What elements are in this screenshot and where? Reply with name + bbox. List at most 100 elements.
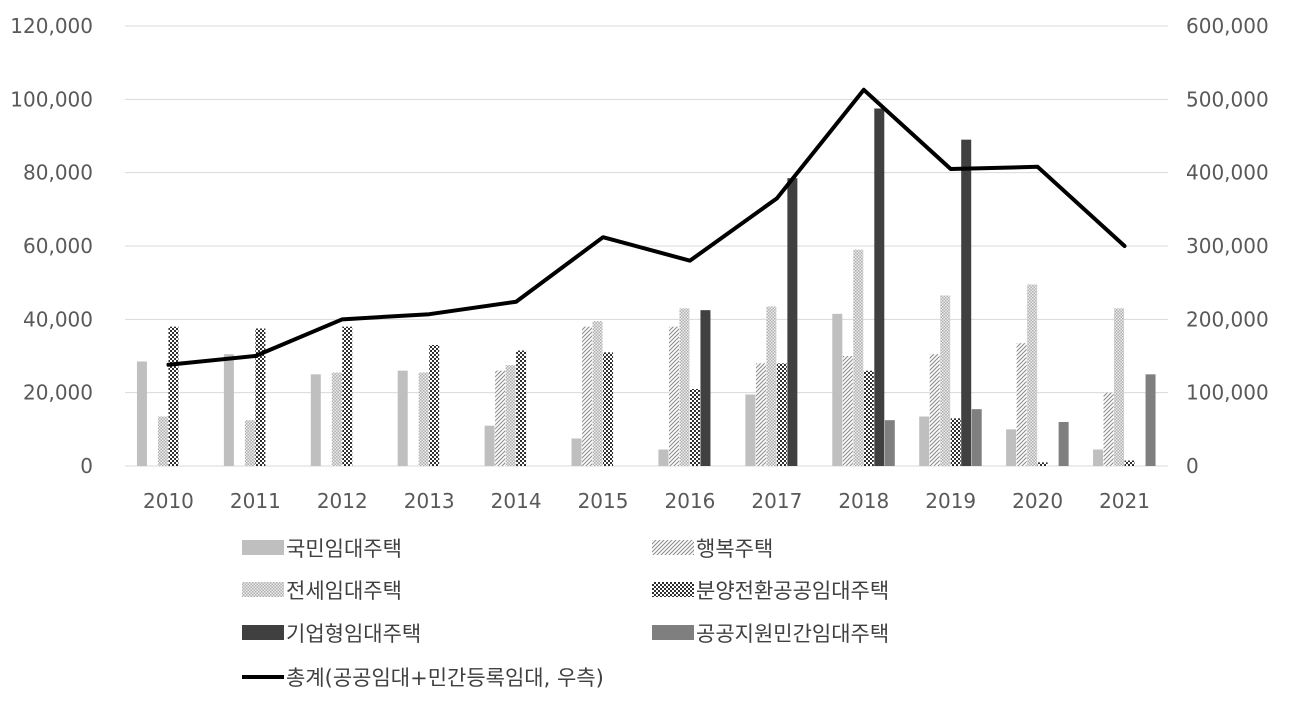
- right-tick-label: 500,000: [1186, 87, 1269, 111]
- left-tick-label: 100,000: [10, 87, 93, 111]
- x-tick-label: 2016: [665, 489, 716, 513]
- bar: [863, 370, 874, 466]
- bar: [776, 363, 787, 466]
- legend-label: 국민임대주택: [286, 537, 402, 561]
- legend-label: 행복주택: [696, 537, 773, 561]
- bar: [919, 416, 930, 466]
- bar: [658, 449, 669, 466]
- bar: [1027, 284, 1038, 466]
- bar: [582, 326, 593, 466]
- bar: [745, 394, 756, 466]
- left-axis-ticks: 0 20,000 40,000 60,000 80,000 100,000 120,000: [10, 14, 93, 478]
- bar: [679, 308, 690, 466]
- bar: [971, 409, 982, 466]
- bar: [397, 370, 408, 466]
- bar: [874, 108, 885, 466]
- x-axis-ticks: 2010 2011 2012 2013 2014 2015 2016 2017 2018 2019…: [143, 489, 1150, 513]
- left-tick-label: 40,000: [23, 307, 93, 331]
- legend-label: 공공지원민간임대주택: [696, 622, 889, 646]
- right-tick-label: 0: [1186, 454, 1199, 478]
- bar: [1145, 374, 1156, 466]
- x-tick-label: 2010: [143, 489, 194, 513]
- x-tick-label: 2015: [578, 489, 629, 513]
- legend-swatch: [242, 540, 284, 555]
- bar: [700, 310, 711, 466]
- left-tick-label: 80,000: [23, 161, 93, 185]
- bar: [1006, 429, 1017, 466]
- bars-group: [136, 108, 1156, 466]
- bar: [418, 372, 429, 466]
- bar: [940, 295, 951, 466]
- legend-label: 전세임대주택: [286, 579, 402, 603]
- legend-swatch: [652, 625, 694, 640]
- total-line-group: [166, 87, 1127, 367]
- bar: [310, 374, 321, 466]
- bar: [961, 139, 972, 466]
- bar: [787, 178, 798, 466]
- bar: [1058, 422, 1069, 466]
- bar: [853, 249, 864, 466]
- bar: [1124, 460, 1135, 466]
- bar: [255, 328, 266, 466]
- bar: [592, 321, 603, 466]
- right-tick-label: 200,000: [1186, 307, 1269, 331]
- bar: [331, 372, 342, 466]
- x-tick-label: 2020: [1012, 489, 1063, 513]
- legend-swatch: [652, 540, 694, 555]
- right-tick-label: 600,000: [1186, 14, 1269, 38]
- x-tick-label: 2013: [404, 489, 455, 513]
- bar: [244, 420, 255, 466]
- bar: [223, 354, 234, 466]
- bar: [884, 420, 895, 466]
- x-tick-label: 2019: [925, 489, 976, 513]
- gridlines: [125, 25, 1168, 467]
- legend-label: 기업형임대주택: [286, 622, 421, 646]
- legend-swatch: [242, 625, 284, 640]
- right-tick-label: 100,000: [1186, 381, 1269, 405]
- bar: [1114, 308, 1125, 466]
- bar: [603, 352, 614, 466]
- bar: [842, 356, 853, 466]
- right-axis-ticks: 0 100,000 200,000 300,000 400,000 500,000 600,…: [1186, 14, 1269, 478]
- left-tick-label: 60,000: [23, 234, 93, 258]
- bar: [668, 326, 679, 466]
- legend-label: 총계(공공임대+민간등록임대, 우측): [286, 666, 604, 690]
- legend-label: 분양전환공공임대주택: [696, 579, 889, 603]
- right-tick-label: 300,000: [1186, 234, 1269, 258]
- x-tick-label: 2011: [230, 489, 281, 513]
- bar: [1093, 449, 1104, 466]
- left-tick-label: 0: [80, 454, 93, 478]
- bar: [929, 354, 940, 466]
- bar: [950, 418, 961, 466]
- x-tick-label: 2018: [838, 489, 889, 513]
- series-line: [166, 87, 1127, 367]
- bar: [505, 365, 516, 466]
- bar: [755, 363, 766, 466]
- bar: [832, 313, 843, 466]
- bar: [429, 345, 440, 466]
- x-tick-label: 2012: [317, 489, 368, 513]
- bar: [157, 416, 168, 466]
- bar: [1103, 392, 1114, 466]
- bar: [766, 306, 777, 466]
- right-tick-label: 400,000: [1186, 161, 1269, 185]
- left-tick-label: 120,000: [10, 14, 93, 38]
- bar: [516, 350, 527, 466]
- bar: [571, 438, 582, 466]
- bar: [1016, 343, 1027, 466]
- x-tick-label: 2014: [491, 489, 542, 513]
- x-tick-label: 2021: [1099, 489, 1150, 513]
- bar: [689, 389, 700, 466]
- bar: [1037, 462, 1048, 466]
- x-tick-label: 2017: [751, 489, 802, 513]
- bar: [342, 326, 353, 466]
- bar: [168, 326, 179, 466]
- left-tick-label: 20,000: [23, 381, 93, 405]
- bar: [484, 425, 495, 466]
- bar: [136, 361, 147, 466]
- legend-swatch: [242, 582, 284, 597]
- bar: [495, 370, 506, 466]
- legend-swatch: [652, 582, 694, 597]
